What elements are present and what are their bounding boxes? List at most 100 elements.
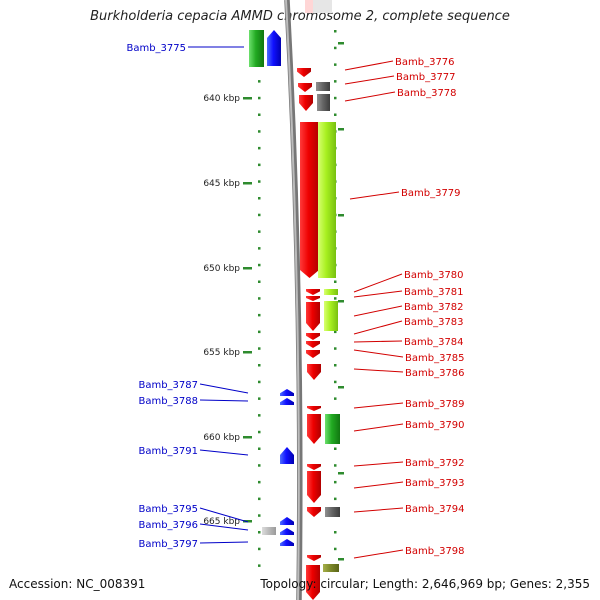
track-dot <box>258 347 261 350</box>
track-dot <box>258 280 261 283</box>
pseudogene-feature <box>325 507 340 517</box>
scale-tick-label: 660 kbp <box>203 433 240 443</box>
track-dot <box>258 380 261 384</box>
pseudogene-feature <box>316 82 330 91</box>
scale-tick <box>243 182 252 185</box>
gene-features <box>249 30 340 600</box>
gene-arrow-reverse <box>306 565 320 600</box>
gene-label: Bamb_3785 <box>405 353 465 364</box>
gene-arrow-reverse <box>307 507 321 517</box>
track-dot <box>338 300 344 303</box>
track-dot <box>338 214 344 217</box>
gene-label: Bamb_3780 <box>404 270 464 281</box>
label-leader <box>353 461 404 467</box>
track-dot <box>258 197 261 200</box>
track-dot <box>258 497 261 501</box>
gene-label: Bamb_3797 <box>138 539 198 550</box>
track-dot <box>258 430 261 434</box>
track-dot <box>258 514 261 517</box>
track-dot <box>258 180 261 183</box>
track-dot <box>258 96 261 100</box>
gene-arrow-forward <box>267 30 281 66</box>
track-dot <box>338 128 344 131</box>
track-dot <box>258 447 261 450</box>
gene-label: Bamb_3784 <box>404 337 464 348</box>
label-leader <box>353 481 404 489</box>
track-dot <box>334 63 337 66</box>
faint-feature <box>310 0 332 13</box>
pseudogene-feature <box>317 94 330 111</box>
gene-arrow-forward <box>280 389 294 396</box>
gene-label: Bamb_3793 <box>405 478 465 489</box>
gene-arrow-reverse <box>307 406 321 411</box>
gene-label: Bamb_3790 <box>405 420 465 431</box>
track-dot <box>334 46 337 50</box>
track-dot <box>338 558 344 561</box>
track-dot <box>334 547 337 551</box>
gene-arrow-reverse <box>300 122 319 278</box>
track-dot <box>258 263 261 267</box>
track-dot <box>334 80 337 83</box>
track-dot <box>338 386 344 389</box>
rna-feature <box>324 289 338 295</box>
gene-arrow-reverse <box>306 302 320 331</box>
track-dot <box>334 297 337 300</box>
track-dot <box>338 472 344 475</box>
gene-label: Bamb_3776 <box>395 57 455 68</box>
topology-summary: Topology: circular; Length: 2,646,969 bp… <box>260 577 590 591</box>
track-dot <box>258 230 261 233</box>
gene-arrow-forward <box>280 447 294 464</box>
rna-feature <box>323 564 339 572</box>
gene-arrow-reverse <box>307 364 321 380</box>
track-dot <box>258 547 261 551</box>
label-leader <box>349 191 400 200</box>
track-dot <box>258 480 261 484</box>
label-leader <box>199 449 249 456</box>
track-dot <box>258 247 261 250</box>
track-dot <box>334 531 337 534</box>
label-leader <box>353 320 403 335</box>
label-leader <box>199 507 249 523</box>
label-leader <box>199 399 249 402</box>
label-leader <box>353 349 404 358</box>
gene-arrow-reverse <box>307 464 321 470</box>
gene-arrow-forward <box>280 539 294 546</box>
label-leader <box>344 75 395 85</box>
label-leaders <box>188 46 404 559</box>
chromosome-backbone <box>284 0 332 600</box>
track-dot <box>334 347 337 350</box>
track-dot <box>258 414 261 417</box>
rna-feature <box>318 122 336 278</box>
gene-label: Bamb_3777 <box>396 72 456 83</box>
gene-arrow-reverse <box>306 289 320 295</box>
gene-arrow-reverse <box>298 83 312 92</box>
track-dot <box>258 313 261 317</box>
gene-label: Bamb_3783 <box>404 317 464 328</box>
track-dot <box>338 42 344 45</box>
gene-label: Bamb_3787 <box>138 380 198 391</box>
map-title: Burkholderia cepacia AMMD chromosome 2, … <box>90 9 510 24</box>
label-leader <box>199 523 249 531</box>
track-dot <box>258 464 261 467</box>
gene-arrow-reverse <box>306 333 320 340</box>
label-leader <box>199 541 249 544</box>
pseudogene-feature <box>262 527 276 535</box>
scale-tick <box>243 351 252 354</box>
gene-arrow-forward <box>280 398 294 405</box>
scale-tick-label: 665 kbp <box>203 517 240 527</box>
track-dot <box>334 30 337 33</box>
track-dot <box>334 464 337 467</box>
track-dot <box>258 531 261 534</box>
label-leader <box>353 423 404 432</box>
gene-label: Bamb_3794 <box>405 504 465 515</box>
gene-arrow-forward <box>280 517 294 525</box>
track-dot <box>334 330 337 334</box>
scale-tick <box>243 267 252 270</box>
track-dot <box>258 213 261 217</box>
track-dot <box>334 364 337 367</box>
scale-tick <box>243 436 252 439</box>
scale-tick-label: 645 kbp <box>203 179 240 189</box>
gene-label: Bamb_3786 <box>405 368 465 379</box>
gene-label: Bamb_3779 <box>401 188 461 199</box>
